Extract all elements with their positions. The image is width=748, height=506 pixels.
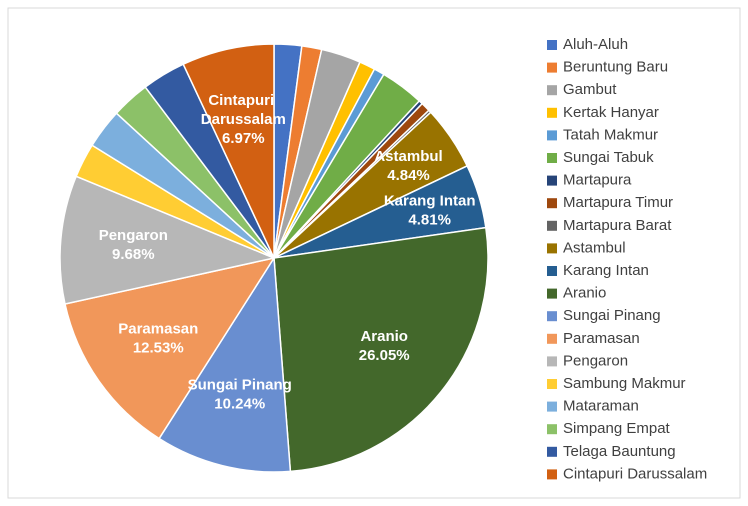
pie-slice bbox=[64, 256, 276, 440]
legend-swatch bbox=[547, 243, 557, 254]
slice-label: Cintapuri Darussalam bbox=[201, 92, 286, 128]
slice-label: Karang Intan bbox=[384, 192, 476, 209]
pie-slice bbox=[59, 175, 277, 305]
pie-slice bbox=[158, 255, 292, 473]
slice-label: Aranio bbox=[360, 328, 408, 345]
legend-swatch bbox=[547, 311, 557, 322]
slice-value-label: 9.68% bbox=[112, 246, 155, 263]
legend-label: Telaga Bauntung bbox=[563, 443, 676, 460]
legend-swatch bbox=[547, 62, 557, 73]
slice-value-label: 4.81% bbox=[408, 211, 451, 228]
slice-value-label: 10.24% bbox=[214, 395, 265, 412]
legend-label: Martapura Barat bbox=[563, 217, 672, 234]
legend-label: Astambul bbox=[563, 239, 626, 256]
legend-label: Cintapuri Darussalam bbox=[563, 465, 707, 482]
legend-swatch bbox=[547, 175, 557, 186]
legend-label: Pengaron bbox=[563, 352, 628, 369]
legend-swatch bbox=[547, 266, 557, 276]
legend-swatch bbox=[547, 424, 557, 435]
slice-label: Astambul bbox=[374, 148, 442, 165]
slice-label: Pengaron bbox=[99, 227, 168, 244]
slice-value-label: 26.05% bbox=[359, 347, 410, 364]
legend-label: Mataraman bbox=[563, 398, 639, 415]
legend-label: Kertak Hanyar bbox=[563, 104, 659, 121]
legend-swatch bbox=[547, 198, 557, 209]
legend-swatch bbox=[547, 401, 557, 412]
legend-label: Simpang Empat bbox=[563, 420, 671, 437]
legend-swatch bbox=[547, 153, 557, 163]
legend-label: Aranio bbox=[563, 285, 606, 302]
legend-swatch bbox=[547, 130, 557, 141]
legend-label: Karang Intan bbox=[563, 262, 649, 279]
slice-value-label: 4.84% bbox=[387, 167, 430, 184]
legend-swatch bbox=[547, 288, 557, 299]
legend-label: Sungai Pinang bbox=[563, 307, 661, 324]
legend-swatch bbox=[547, 40, 557, 50]
pie-slice bbox=[182, 43, 275, 259]
legend-label: Sambung Makmur bbox=[563, 375, 686, 392]
legend-label: Martapura bbox=[563, 172, 632, 189]
legend-swatch bbox=[547, 446, 557, 457]
slice-value-label: 12.53% bbox=[133, 339, 184, 356]
slice-label: Paramasan bbox=[118, 320, 198, 337]
slice-value-label: 6.97% bbox=[222, 130, 265, 147]
legend-swatch bbox=[547, 333, 557, 344]
legend-swatch bbox=[547, 107, 557, 118]
legend-label: Martapura Timur bbox=[563, 194, 673, 211]
legend-label: Aluh-Aluh bbox=[563, 36, 628, 53]
legend-label: Paramasan bbox=[563, 330, 640, 347]
legend-swatch bbox=[547, 220, 557, 231]
legend-label: Sungai Tabuk bbox=[563, 149, 654, 166]
legend-label: Gambut bbox=[563, 81, 617, 98]
legend-swatch bbox=[547, 469, 557, 480]
pie-slice bbox=[273, 226, 489, 473]
legend-swatch bbox=[547, 379, 557, 389]
legend-label: Beruntung Baru bbox=[563, 59, 668, 76]
legend-label: Tatah Makmur bbox=[563, 126, 658, 143]
legend-swatch bbox=[547, 85, 557, 96]
slice-label: Sungai Pinang bbox=[188, 376, 292, 393]
legend-swatch bbox=[547, 356, 557, 367]
